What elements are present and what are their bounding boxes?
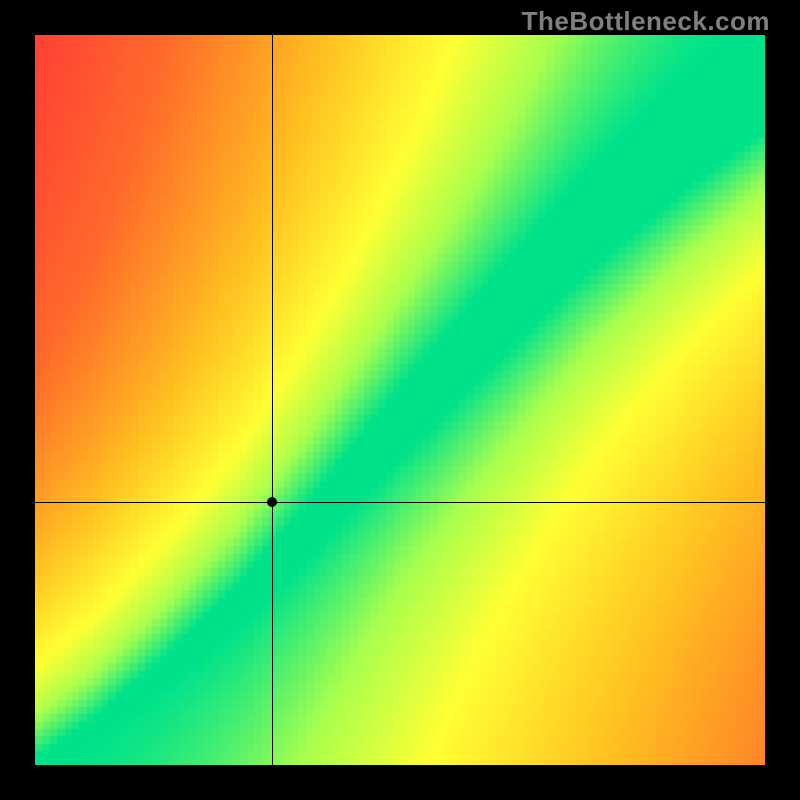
crosshair-marker	[267, 497, 277, 507]
outer-frame: TheBottleneck.com	[0, 0, 800, 800]
watermark-text: TheBottleneck.com	[522, 6, 770, 37]
heatmap-plot	[35, 35, 765, 765]
crosshair-vertical	[272, 35, 273, 765]
heatmap-canvas	[35, 35, 765, 765]
crosshair-horizontal	[35, 502, 765, 503]
